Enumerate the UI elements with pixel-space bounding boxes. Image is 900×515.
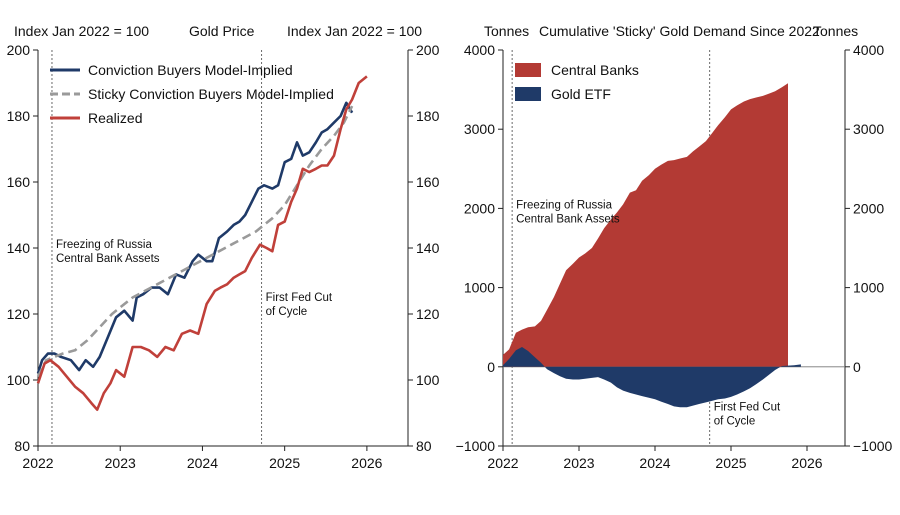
left-ytick-label-left: 100 bbox=[7, 372, 31, 388]
left-ylabel-left: Index Jan 2022 = 100 bbox=[14, 23, 149, 39]
right-xtick-label: 2024 bbox=[639, 455, 670, 471]
left-legend-label: Conviction Buyers Model-Implied bbox=[88, 62, 293, 78]
left-xtick-label: 2022 bbox=[22, 455, 53, 471]
right-ytick-label-left: −1000 bbox=[456, 438, 496, 454]
right-annotation-text: of Cycle bbox=[714, 415, 756, 427]
left-ytick-label-right: 140 bbox=[416, 240, 440, 256]
right-ylabel-left: Tonnes bbox=[484, 23, 529, 39]
right-ytick-label-left: 4000 bbox=[464, 42, 495, 58]
left-annotation-text: Central Bank Assets bbox=[56, 253, 160, 265]
right-xtick-label: 2025 bbox=[715, 455, 746, 471]
left-ytick-label-left: 140 bbox=[7, 240, 31, 256]
left-ylabel-right: Index Jan 2022 = 100 bbox=[287, 23, 422, 39]
right-area-central-banks bbox=[503, 83, 788, 367]
right-ytick-label-right: 3000 bbox=[853, 121, 884, 137]
left-xtick-label: 2023 bbox=[105, 455, 136, 471]
right-chart-title: Cumulative 'Sticky' Gold Demand Since 20… bbox=[539, 23, 820, 39]
left-ytick-label-left: 160 bbox=[7, 174, 31, 190]
left-ytick-label-left: 200 bbox=[7, 42, 31, 58]
left-ytick-label-right: 120 bbox=[416, 306, 440, 322]
left-ytick-label-right: 160 bbox=[416, 174, 440, 190]
right-xtick-label: 2022 bbox=[487, 455, 518, 471]
right-ytick-label-left: 1000 bbox=[464, 280, 495, 296]
right-legend-swatch bbox=[515, 63, 541, 77]
right-ytick-label-left: 0 bbox=[487, 359, 495, 375]
left-ytick-label-right: 200 bbox=[416, 42, 440, 58]
right-area-gold-etf bbox=[503, 347, 801, 408]
right-ytick-label-right: 0 bbox=[853, 359, 861, 375]
right-legend-swatch bbox=[515, 87, 541, 101]
gold-price-chart: 80 80 100 100 120 120 140 140 160 160 180 180 200 200… bbox=[7, 42, 440, 471]
left-chart-title: Gold Price bbox=[189, 23, 255, 39]
left-ytick-label-left: 80 bbox=[14, 438, 30, 454]
left-xtick-label: 2025 bbox=[269, 455, 300, 471]
sticky-demand-chart: −1000 −1000 0 0 1000 1000 2000 2000 3000 3000 4000… bbox=[456, 42, 893, 471]
left-ytick-label-right: 100 bbox=[416, 372, 440, 388]
right-ytick-label-right: 1000 bbox=[853, 280, 884, 296]
left-ytick-label-left: 120 bbox=[7, 306, 31, 322]
left-legend-label: Sticky Conviction Buyers Model-Implied bbox=[88, 86, 334, 102]
left-annotation-text: of Cycle bbox=[266, 306, 308, 318]
right-ytick-label-left: 2000 bbox=[464, 200, 495, 216]
right-ytick-label-right: 2000 bbox=[853, 200, 884, 216]
right-ylabel-right: Tonnes bbox=[813, 23, 858, 39]
left-legend-label: Realized bbox=[88, 110, 142, 126]
right-ytick-label-right: −1000 bbox=[853, 438, 893, 454]
left-line-realized bbox=[36, 75, 368, 411]
left-annotation-text: First Fed Cut bbox=[266, 292, 333, 304]
right-annotation-text: Central Bank Assets bbox=[516, 213, 620, 225]
left-ytick-label-right: 80 bbox=[416, 438, 432, 454]
right-legend-label: Gold ETF bbox=[551, 86, 611, 102]
right-xtick-label: 2026 bbox=[791, 455, 822, 471]
left-line-conviction-buyers-model-implied bbox=[36, 101, 354, 374]
left-ytick-label-left: 180 bbox=[7, 108, 31, 124]
right-ytick-label-right: 4000 bbox=[853, 42, 884, 58]
left-annotation-text: Freezing of Russia bbox=[56, 239, 152, 251]
left-xtick-label: 2024 bbox=[187, 455, 218, 471]
left-xtick-label: 2026 bbox=[351, 455, 382, 471]
left-ytick-label-right: 180 bbox=[416, 108, 440, 124]
right-ytick-label-left: 3000 bbox=[464, 121, 495, 137]
right-legend-label: Central Banks bbox=[551, 62, 639, 78]
right-xtick-label: 2023 bbox=[563, 455, 594, 471]
right-annotation-text: Freezing of Russia bbox=[516, 199, 612, 211]
right-annotation-text: First Fed Cut bbox=[714, 401, 781, 413]
